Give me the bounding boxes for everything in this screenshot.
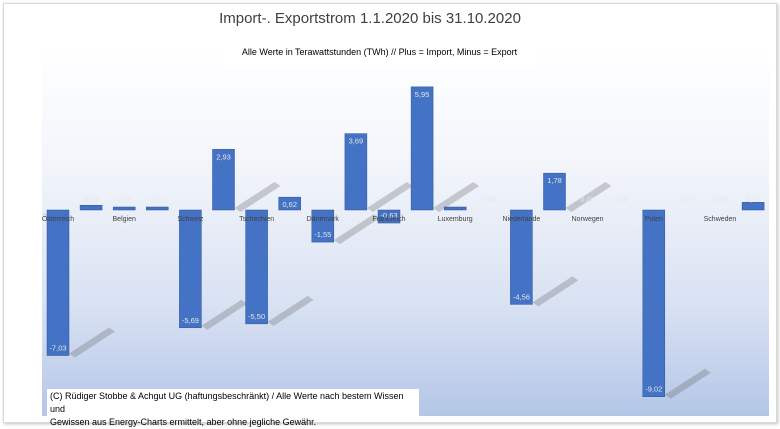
bar-shadow	[433, 182, 480, 212]
value-label: -7,03	[49, 344, 66, 353]
value-label: 0,00	[680, 195, 695, 204]
value-label: -0,63	[380, 211, 397, 220]
category-label: Luxemburg	[438, 216, 473, 223]
value-label: 0,01	[150, 195, 165, 204]
category-label: Belgien	[113, 216, 136, 223]
chart-title: Import-. Exportstrom 1.1.2020 bis 31.10.…	[219, 10, 521, 27]
category-label: Österreich	[42, 215, 74, 223]
category-label: Schweiz	[177, 216, 204, 223]
bar	[377, 209, 401, 224]
bar	[212, 149, 235, 211]
category-label: Tschechien	[239, 216, 274, 223]
bar	[179, 209, 202, 329]
value-label: 0,00	[713, 195, 728, 204]
value-label: 0,00	[580, 195, 595, 204]
bar-shadow	[201, 299, 248, 330]
bar-shadow	[664, 368, 711, 399]
bar-shadow	[333, 214, 380, 245]
category-label: Niederlande	[503, 216, 541, 223]
bar	[79, 204, 103, 211]
value-label: -9,02	[645, 385, 662, 394]
value-label: -5,50	[248, 312, 265, 321]
category-label: Polen	[645, 216, 663, 223]
value-label: -4,56	[513, 292, 530, 301]
value-label: 0,37	[746, 195, 761, 204]
value-label: 1,78	[547, 176, 562, 185]
bar	[410, 86, 434, 211]
category-label: Dänemark	[307, 216, 340, 223]
bar	[741, 202, 765, 211]
value-label: 5,95	[415, 90, 430, 99]
category-label: Norwegen	[572, 216, 604, 223]
bar	[543, 172, 566, 211]
bar	[46, 209, 70, 356]
bar-shadow	[69, 327, 115, 358]
bar-shadow	[565, 182, 612, 212]
category-label: Frankreich	[372, 216, 405, 223]
bar	[510, 209, 533, 305]
value-label: 2,93	[216, 152, 231, 161]
bar	[146, 206, 169, 211]
bar	[642, 209, 666, 397]
copyright-line-2: Gewissen aus Energy-Charts ermittelt, ab…	[50, 417, 317, 427]
bar	[112, 206, 136, 211]
category-label: Schweden	[704, 216, 737, 223]
bar-shadow	[366, 182, 413, 212]
value-label: 3,69	[349, 137, 364, 146]
bar	[311, 209, 335, 243]
value-label: -5,69	[182, 316, 199, 325]
copyright-note: (C) Rüdiger Stobbe & Achgut UG (haftungs…	[47, 389, 419, 427]
value-label: 0,01	[117, 195, 132, 204]
bar	[245, 209, 268, 325]
copyright-line-1: (C) Rüdiger Stobbe & Achgut UG (haftungs…	[50, 391, 404, 414]
value-label: 0,00	[613, 195, 628, 204]
value-label: -1,55	[314, 230, 331, 239]
bar	[443, 206, 467, 211]
bar-shadow	[532, 276, 579, 307]
bar-shadow	[234, 182, 281, 212]
value-label: 0,00	[481, 195, 496, 204]
bar	[344, 133, 368, 211]
value-label: 0,62	[282, 200, 297, 209]
bar	[278, 196, 301, 211]
chart-subtitle: Alle Werte in Terawattstunden (TWh) // P…	[219, 44, 540, 66]
bar-shadow	[267, 295, 314, 326]
value-label: 0,23	[84, 195, 99, 204]
